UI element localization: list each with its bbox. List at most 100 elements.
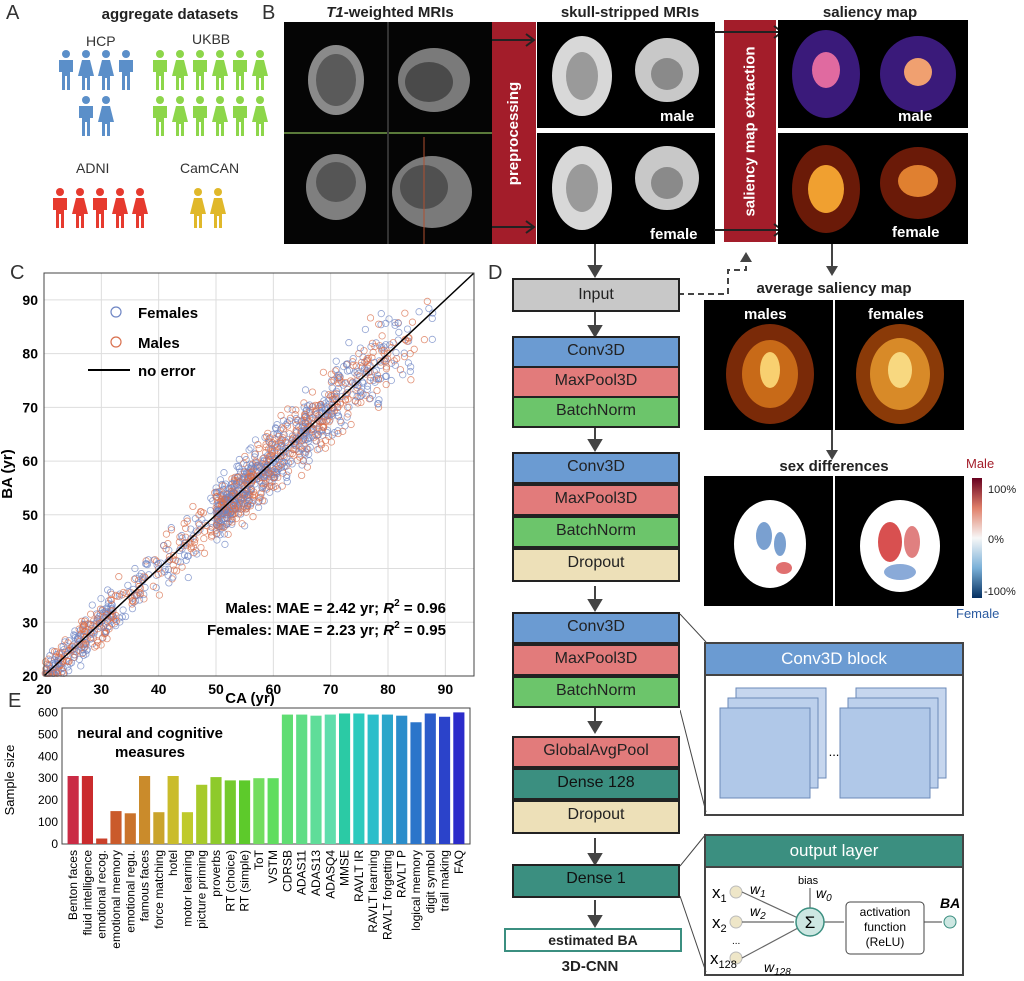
scatter-point xyxy=(221,540,229,548)
scatter-point xyxy=(95,619,104,628)
scatter-point xyxy=(234,473,242,482)
scatter-point xyxy=(200,527,209,535)
scatter-point xyxy=(226,510,235,518)
conv-block-kernels: ... xyxy=(719,687,947,799)
saliency-extraction-step: saliency map extraction xyxy=(724,20,776,242)
scatter-point xyxy=(395,328,403,336)
scatter-point xyxy=(141,583,149,592)
x-tick-label: 90 xyxy=(438,681,454,697)
scatter-point xyxy=(251,453,259,461)
scatter-point xyxy=(164,571,172,579)
bar-y-label: Sample size xyxy=(2,745,17,816)
scatter-point xyxy=(366,314,375,322)
scatter-point xyxy=(366,394,374,403)
bar-x-labels: Benton faces fluid intelligence emotional … xyxy=(66,849,466,948)
scatter-point xyxy=(284,405,292,413)
global-avg-pool: GlobalAvgPool xyxy=(512,736,680,768)
scatter-point xyxy=(155,591,163,599)
scatter-point xyxy=(247,472,255,480)
scatter-point xyxy=(401,309,409,317)
scatter-point xyxy=(149,582,157,590)
scatter-point xyxy=(308,388,317,396)
scatter-point xyxy=(219,485,228,494)
scatter-point xyxy=(373,371,382,379)
x-tick-label: 30 xyxy=(94,681,110,697)
scatter-point xyxy=(334,412,342,420)
scatter-point xyxy=(359,353,367,361)
scatter-point xyxy=(193,550,201,558)
scatter-point xyxy=(81,620,89,628)
bar xyxy=(239,780,251,844)
skull-stripped-female xyxy=(537,133,715,244)
scatter-point xyxy=(378,332,386,340)
scatter-point xyxy=(238,496,246,504)
scatter-point xyxy=(213,492,221,501)
scatter-point xyxy=(285,443,293,451)
scatter-point xyxy=(272,469,280,477)
y-tick-label: 80 xyxy=(22,346,38,362)
scatter-point xyxy=(200,549,209,557)
scatter-point xyxy=(374,403,383,411)
scatter-frame xyxy=(43,272,475,677)
bar xyxy=(181,812,193,844)
bar-x-label: hotel xyxy=(166,850,180,876)
bar-x-label: logical memory xyxy=(409,850,423,931)
scatter-point xyxy=(238,520,246,528)
panel-d-label: D xyxy=(488,262,503,284)
avg-males-label: males xyxy=(744,306,787,323)
scatter-x-label: CA (yr) xyxy=(225,690,274,707)
scatter-point xyxy=(71,627,79,635)
arrow-to-sexdiff xyxy=(826,430,838,460)
scatter-point xyxy=(182,533,190,541)
scatter-point xyxy=(132,574,140,582)
scatter-point xyxy=(69,653,78,662)
scatter-point xyxy=(315,424,323,432)
bar-x-label: motor learning xyxy=(180,850,194,927)
scatter-point xyxy=(391,361,399,369)
bar-x-label: ADAS11 xyxy=(295,850,309,895)
scatter-point xyxy=(165,546,173,554)
input-layer: Input xyxy=(512,278,680,312)
scatter-point xyxy=(420,336,429,344)
bar xyxy=(139,776,151,844)
bar-x-label: VSTM xyxy=(266,850,280,883)
scatter-point xyxy=(50,647,59,656)
scatter-point xyxy=(108,620,116,628)
scatter-point xyxy=(356,344,364,352)
scatter-point xyxy=(399,371,407,379)
scatter-point xyxy=(314,402,322,410)
scatter-point xyxy=(122,589,130,597)
adni-people-icon xyxy=(53,188,148,228)
bar-y-ticks: 0 100 200 300 400 500 600 xyxy=(38,705,58,851)
block3-maxpool3d: MaxPool3D xyxy=(512,644,680,676)
scatter-point xyxy=(187,545,195,553)
scatter-point xyxy=(232,514,241,523)
scatter-point xyxy=(248,462,256,470)
saliency-female-label: female xyxy=(892,224,940,241)
scatter-point xyxy=(249,513,257,521)
scatter-point xyxy=(265,482,274,491)
scatter-point xyxy=(77,662,85,670)
scatter-point xyxy=(112,622,120,630)
scatter-point xyxy=(79,625,87,633)
scatter-point xyxy=(227,484,235,492)
arrows-extraction xyxy=(714,25,784,237)
scatter-point xyxy=(288,449,297,458)
bar xyxy=(453,712,465,844)
scatter-point xyxy=(197,543,205,552)
scatter-point xyxy=(251,436,260,444)
scatter-point xyxy=(197,507,205,516)
scatter-point xyxy=(407,363,415,371)
scatter-point xyxy=(266,438,274,447)
scatter-point xyxy=(143,560,151,568)
scatter-point xyxy=(316,403,324,411)
bar xyxy=(81,776,93,844)
block2-dropout: Dropout xyxy=(512,548,680,582)
panel-a-label: A xyxy=(6,2,20,24)
legend-no-error: no error xyxy=(138,363,196,380)
scatter-point xyxy=(92,610,101,618)
scatter-point xyxy=(327,370,335,378)
scatter-point xyxy=(290,440,298,448)
bar xyxy=(267,778,279,844)
scatter-point xyxy=(107,596,115,604)
